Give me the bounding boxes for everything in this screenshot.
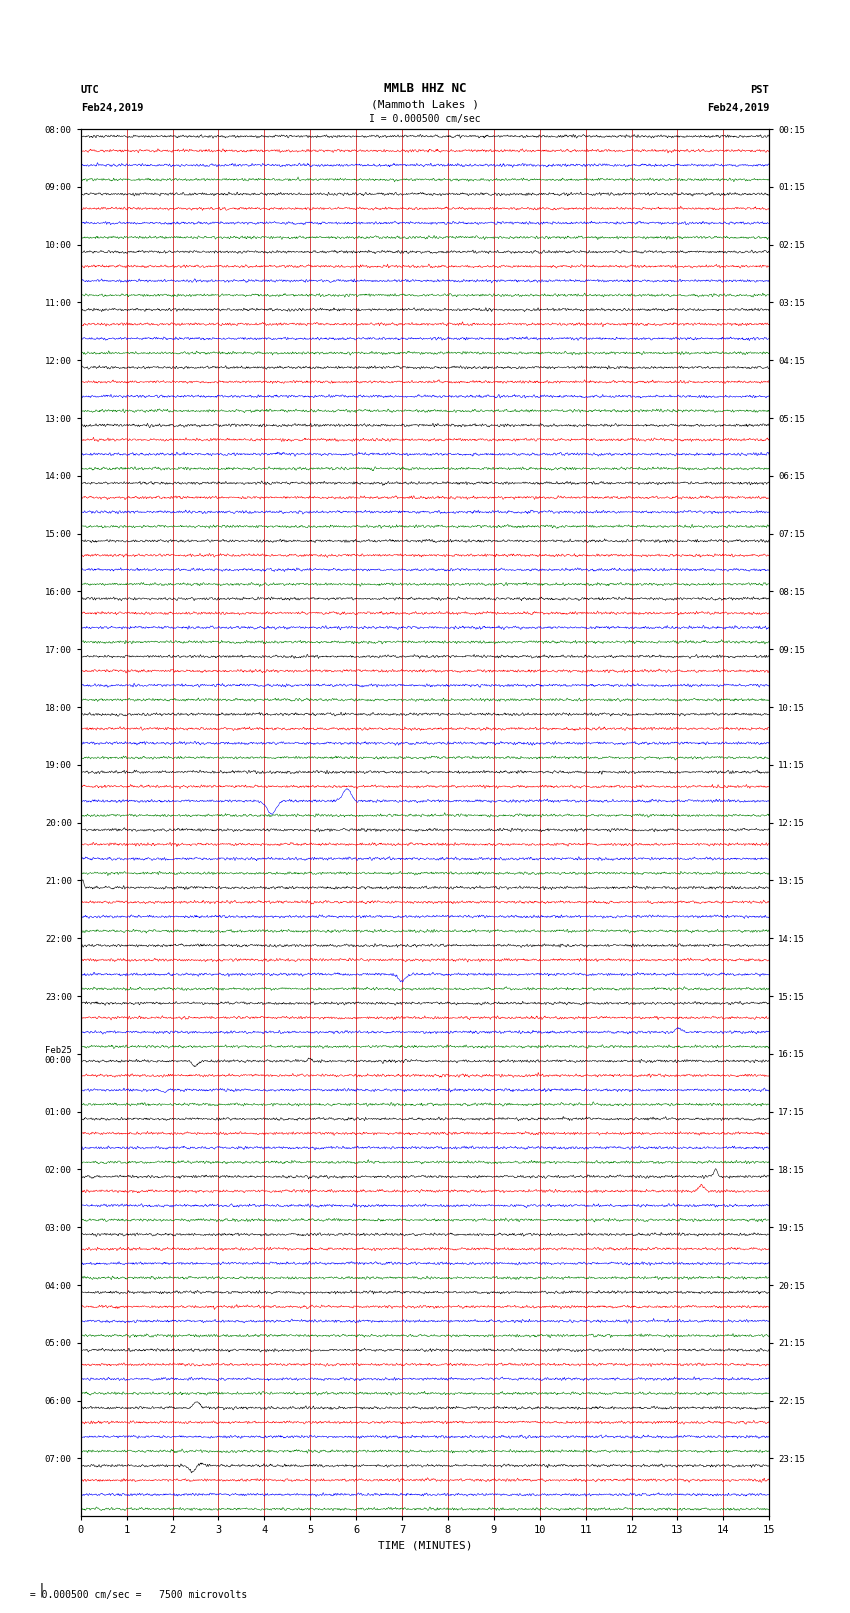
Text: I = 0.000500 cm/sec: I = 0.000500 cm/sec [369,115,481,124]
Text: MMLB HHZ NC: MMLB HHZ NC [383,82,467,95]
Text: UTC: UTC [81,85,99,95]
Text: Feb24,2019: Feb24,2019 [706,103,769,113]
Text: = 0.000500 cm/sec =   7500 microvolts: = 0.000500 cm/sec = 7500 microvolts [24,1590,247,1600]
Text: Feb24,2019: Feb24,2019 [81,103,144,113]
Text: (Mammoth Lakes ): (Mammoth Lakes ) [371,100,479,110]
Text: |: | [21,1582,47,1597]
X-axis label: TIME (MINUTES): TIME (MINUTES) [377,1540,473,1550]
Text: PST: PST [751,85,769,95]
